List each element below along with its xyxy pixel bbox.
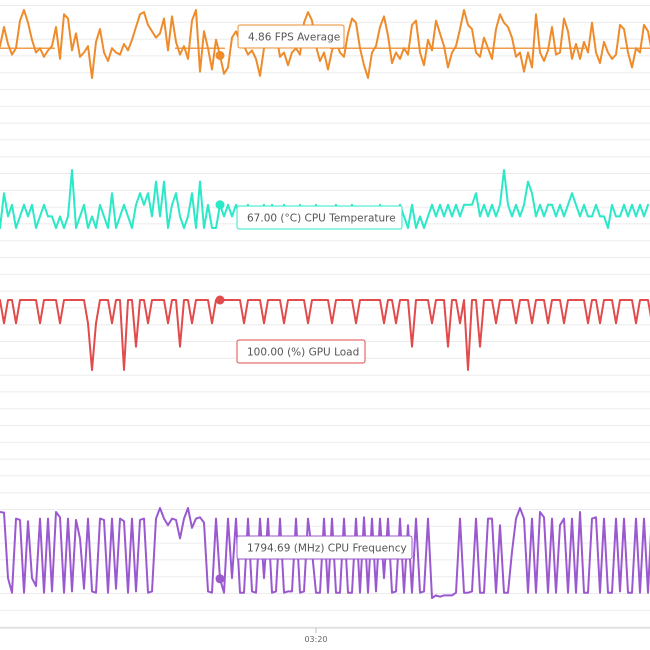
chart-tooltips: 4.86 FPS Average 67.00 (°C) CPU Temperatu… (236, 24, 413, 560)
hover-point[interactable] (215, 574, 225, 584)
tooltip: 4.86 FPS Average (237, 24, 345, 49)
tooltip: 100.00 (%) GPU Load (236, 339, 366, 364)
hover-point[interactable] (215, 50, 225, 60)
series-gpu-load (0, 295, 650, 371)
tooltip-box (236, 205, 403, 230)
tooltip-box (236, 535, 413, 560)
tooltip-label: 100.00 (%) GPU Load (247, 347, 359, 359)
tooltip-label: 1794.69 (MHz) CPU Frequency (247, 543, 407, 555)
series-line (0, 299, 650, 371)
series-fps-average (0, 9, 650, 79)
hover-point[interactable] (215, 200, 225, 210)
tooltip-label: 4.86 FPS Average (248, 32, 340, 44)
tooltip-box (237, 24, 345, 49)
tooltip: 67.00 (°C) CPU Temperature (236, 205, 403, 230)
series-line (0, 9, 650, 79)
tooltip-box (236, 339, 366, 364)
tooltip: 1794.69 (MHz) CPU Frequency (236, 535, 413, 560)
hover-point[interactable] (215, 295, 225, 305)
x-axis-ticks: 03:20 (304, 628, 328, 644)
tooltip-label: 67.00 (°C) CPU Temperature (247, 213, 396, 225)
x-tick-label: 03:20 (304, 635, 327, 644)
